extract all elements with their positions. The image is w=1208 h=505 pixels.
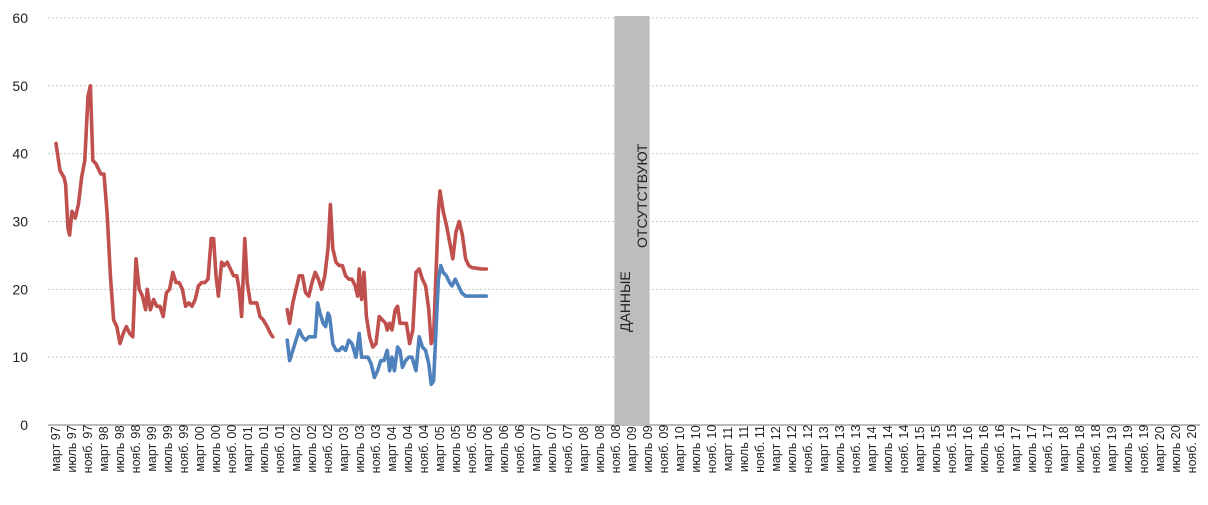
x-tick-label: нояб. 05	[465, 425, 479, 474]
x-tick-label: нояб. 19	[1137, 425, 1151, 474]
x-tick-label: март 10	[673, 426, 687, 471]
series-line	[285, 189, 489, 349]
x-tick-label: июль 16	[977, 425, 991, 472]
x-tick-label: нояб. 15	[945, 425, 959, 474]
x-tick-label: нояб. 20	[1185, 425, 1199, 474]
x-tick-label: июль 97	[65, 425, 79, 472]
x-tick-label: март 14	[865, 426, 879, 471]
x-tick-label: июль 00	[209, 425, 223, 472]
x-tick-label: март 99	[145, 426, 159, 471]
x-tick-label: июль 13	[833, 425, 847, 472]
x-tick-label: нояб. 02	[321, 425, 335, 474]
x-tick-label: нояб. 09	[657, 425, 671, 474]
x-tick-label: март 03	[337, 426, 351, 471]
y-axis-ticks: 0 10 20 30 40 50 60	[12, 10, 28, 433]
x-tick-label: март 06	[481, 426, 495, 471]
x-tick-label: июль 09	[641, 425, 655, 472]
x-tick-label: март 98	[97, 426, 111, 471]
x-tick-label: июль 05	[449, 425, 463, 472]
x-tick-label: июль 18	[1073, 425, 1087, 472]
x-tick-label: март 12	[769, 426, 783, 471]
x-tick-label: июль 19	[1121, 425, 1135, 472]
x-tick-label: нояб. 16	[993, 425, 1007, 474]
x-tick-label: нояб. 07	[561, 425, 575, 474]
x-tick-label: июль 14	[881, 425, 895, 472]
x-tick-label: март 16	[961, 426, 975, 471]
x-tick-label: июль 02	[305, 425, 319, 472]
y-tick-label: 20	[12, 281, 28, 297]
x-tick-label: июль 07	[545, 425, 559, 472]
x-tick-label: нояб. 14	[897, 425, 911, 474]
x-tick-label: нояб. 17	[1041, 425, 1055, 474]
x-tick-label: июль 15	[929, 425, 943, 472]
y-tick-label: 30	[12, 214, 28, 230]
x-tick-label: нояб. 01	[273, 425, 287, 474]
x-tick-label: июль 17	[1025, 425, 1039, 472]
series-lines	[54, 84, 489, 387]
x-tick-label: нояб. 08	[609, 425, 623, 474]
x-tick-label: июль 98	[113, 425, 127, 472]
x-tick-label: июль 08	[593, 425, 607, 472]
x-tick-label: нояб. 13	[849, 425, 863, 474]
no-data-band-group: ДАННЫЕ ОТСУТСТВУЮТ	[614, 16, 650, 425]
x-tick-label: март 97	[49, 426, 63, 471]
x-tick-label: март 11	[721, 427, 735, 471]
x-tick-label: нояб. 10	[705, 425, 719, 474]
x-tick-label: июль 04	[401, 425, 415, 472]
x-tick-label: март 02	[289, 426, 303, 471]
x-tick-label: нояб. 98	[129, 425, 143, 474]
x-tick-label: март 15	[913, 426, 927, 471]
x-tick-label: нояб. 03	[369, 425, 383, 474]
x-tick-label: март 18	[1057, 426, 1071, 471]
y-tick-label: 50	[12, 78, 28, 94]
x-tick-label: июль 20	[1169, 425, 1183, 472]
no-data-label: ДАННЫЕ	[617, 271, 633, 332]
x-tick-label: март 13	[817, 426, 831, 471]
series-line	[54, 84, 275, 346]
x-tick-label: март 07	[529, 426, 543, 471]
x-tick-label: март 05	[433, 426, 447, 471]
x-tick-label: нояб. 06	[513, 425, 527, 474]
x-tick-label: июль 10	[689, 425, 703, 472]
x-tick-label: март 09	[625, 426, 639, 471]
x-tick-label: июль 11	[737, 426, 751, 472]
x-tick-label: июль 99	[161, 425, 175, 472]
x-tick-label: март 17	[1009, 426, 1023, 471]
x-tick-label: март 19	[1105, 426, 1119, 471]
y-tick-label: 40	[12, 146, 28, 162]
x-tick-label: нояб. 97	[81, 425, 95, 474]
x-tick-label: март 20	[1153, 426, 1167, 471]
x-tick-label: нояб. 99	[177, 425, 191, 474]
series-line	[285, 263, 489, 387]
x-tick-label: нояб. 11	[753, 425, 767, 473]
x-tick-label: нояб. 00	[225, 425, 239, 474]
x-tick-label: июль 03	[353, 425, 367, 472]
no-data-label: ОТСУТСТВУЮТ	[634, 143, 650, 248]
x-axis-ticks: март 97 июль 97 нояб. 97 март 98 июль 98 нояб…	[49, 425, 1199, 474]
x-tick-label: июль 12	[785, 425, 799, 472]
x-tick-label: март 04	[385, 426, 399, 471]
x-tick-label: март 00	[193, 426, 207, 471]
x-tick-label: нояб. 04	[417, 425, 431, 474]
y-tick-label: 60	[12, 10, 28, 26]
no-data-band	[614, 16, 650, 425]
x-tick-label: нояб. 18	[1089, 425, 1103, 474]
x-tick-label: март 01	[241, 426, 255, 471]
x-tick-label: июль 06	[497, 425, 511, 472]
y-tick-label: 0	[20, 417, 28, 433]
y-tick-label: 10	[12, 349, 28, 365]
x-tick-label: нояб. 12	[801, 425, 815, 474]
x-tick-label: март 08	[577, 426, 591, 471]
x-tick-label: июль 01	[257, 425, 271, 472]
